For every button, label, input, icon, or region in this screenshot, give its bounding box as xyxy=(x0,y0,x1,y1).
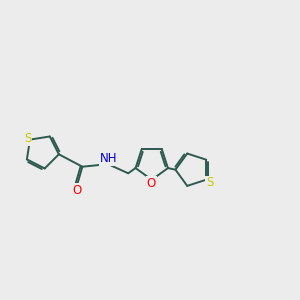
Text: O: O xyxy=(72,184,81,197)
Text: O: O xyxy=(146,177,156,190)
Text: S: S xyxy=(24,132,32,145)
Text: S: S xyxy=(206,176,213,190)
Text: NH: NH xyxy=(100,152,117,165)
